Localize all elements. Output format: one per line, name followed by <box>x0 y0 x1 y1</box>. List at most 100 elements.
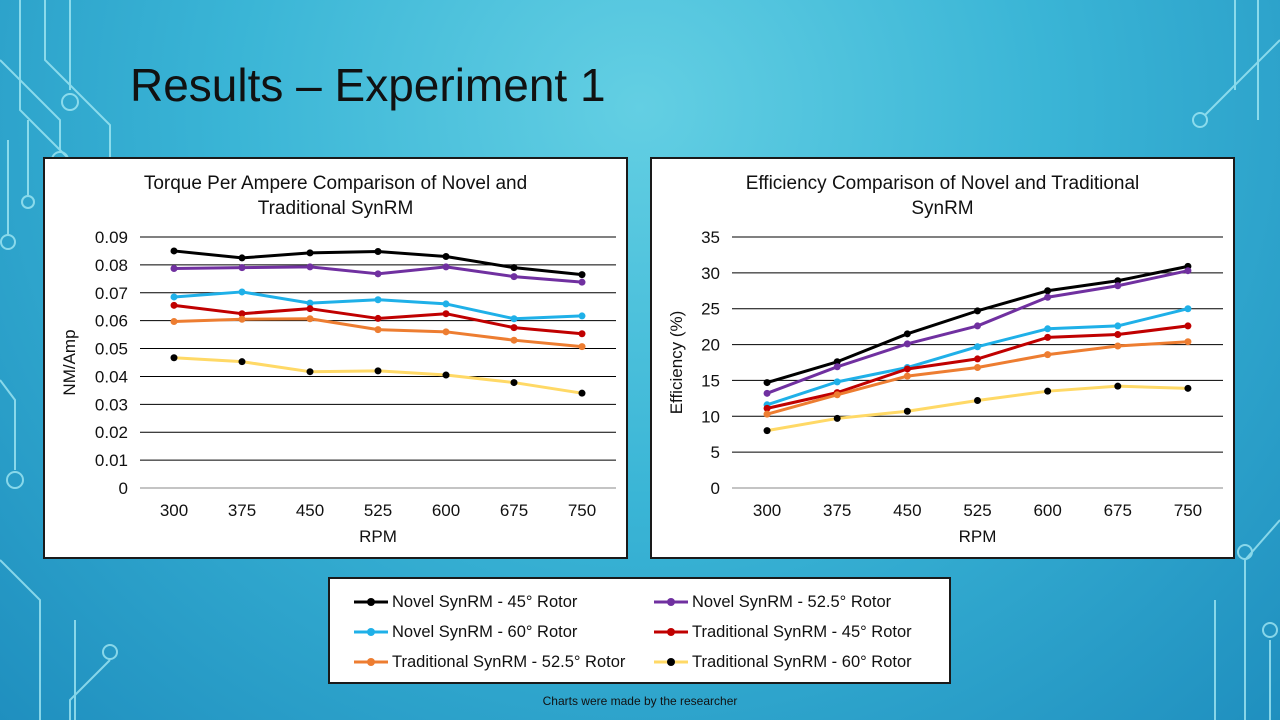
legend-swatch-icon <box>354 658 388 666</box>
torque-data-point <box>374 326 382 334</box>
efficiency-y-ticks: 0 5 10 15 20 25 30 35 <box>701 228 720 498</box>
torque-y-tick-label: 0 <box>119 479 128 498</box>
legend-swatch-icon <box>354 628 388 636</box>
torque-data-point <box>306 368 314 376</box>
efficiency-data-point <box>974 307 981 315</box>
efficiency-chart: 0 5 10 15 20 25 30 35 300 375 450 525 600 675 750 RPM Ef… <box>667 228 1223 546</box>
torque-data-point <box>442 310 450 318</box>
torque-data-point <box>510 315 518 323</box>
efficiency-y-tick-label: 20 <box>701 336 720 355</box>
efficiency-data-point <box>763 427 771 435</box>
efficiency-x-axis-label: RPM <box>959 527 997 546</box>
efficiency-data-point <box>1044 325 1052 333</box>
torque-data-point <box>170 354 178 362</box>
legend-item-novel-synrm-60-rotor: Novel SynRM - 60° Rotor <box>352 619 577 645</box>
torque-data-point <box>170 265 178 273</box>
slide-title: Results – Experiment 1 <box>130 59 606 111</box>
chart-legend: Novel SynRM - 45° Rotor Novel SynRM - 52.… <box>328 577 951 684</box>
torque-series-traditional-synrm-45-rotor <box>170 301 586 338</box>
torque-y-tick-label: 0.08 <box>95 256 128 275</box>
efficiency-chart-title: Efficiency Comparison of Novel and Tradi… <box>692 171 1193 221</box>
efficiency-x-tick-label: 450 <box>893 501 921 520</box>
torque-data-point <box>442 253 450 261</box>
torque-y-tick-label: 0.06 <box>95 312 128 331</box>
torque-data-point <box>306 249 314 257</box>
efficiency-data-point <box>1044 333 1052 341</box>
efficiency-data-point <box>974 364 981 372</box>
torque-data-point <box>442 300 450 308</box>
torque-data-point <box>510 379 518 387</box>
efficiency-y-tick-label: 5 <box>711 443 720 462</box>
torque-data-point <box>238 358 246 366</box>
torque-data-point <box>238 264 246 272</box>
efficiency-y-tick-label: 35 <box>701 228 720 247</box>
legend-label: Novel SynRM - 60° Rotor <box>392 622 578 641</box>
torque-x-ticks: 300 375 450 525 600 675 750 <box>160 501 596 520</box>
torque-data-point <box>374 296 382 304</box>
efficiency-series-traditional-synrm-60-rotor <box>763 382 1192 435</box>
torque-data-point <box>238 310 246 318</box>
efficiency-series-line <box>766 269 1189 395</box>
efficiency-data-point <box>1044 287 1052 295</box>
legend-swatch-icon <box>654 598 688 606</box>
torque-data-point <box>374 367 382 375</box>
efficiency-series-novel-synrm-52-5-rotor <box>763 267 1192 397</box>
torque-series-novel-synrm-52-5-rotor <box>170 263 586 286</box>
torque-x-tick-label: 525 <box>364 501 392 520</box>
torque-data-point <box>238 254 246 262</box>
efficiency-data-point <box>833 378 841 386</box>
efficiency-data-point <box>903 365 911 373</box>
torque-data-point <box>510 324 518 332</box>
torque-y-axis-label: NM/Amp <box>60 329 79 395</box>
torque-data-point <box>306 263 314 271</box>
legend-label: Novel SynRM - 52.5° Rotor <box>692 592 892 611</box>
legend-swatch-marker <box>667 658 675 666</box>
torque-chart-panel: Torque Per Ampere Comparison of Novel an… <box>43 157 628 559</box>
torque-chart-title: Torque Per Ampere Comparison of Novel an… <box>85 171 586 221</box>
legend-swatch-icon <box>654 628 688 636</box>
efficiency-data-point <box>974 355 981 363</box>
efficiency-data-point <box>1184 267 1192 275</box>
efficiency-data-point <box>763 404 771 412</box>
efficiency-data-point <box>1114 282 1122 290</box>
torque-x-tick-label: 375 <box>228 501 256 520</box>
torque-data-point <box>374 248 382 256</box>
efficiency-x-tick-label: 525 <box>963 501 991 520</box>
torque-series-novel-synrm-60-rotor <box>170 288 586 323</box>
legend-swatch-icon <box>354 598 388 606</box>
legend-item-novel-synrm-45-rotor: Novel SynRM - 45° Rotor <box>352 589 577 615</box>
torque-data-point <box>578 343 586 351</box>
torque-series-line <box>173 290 583 321</box>
torque-data-point <box>306 305 314 313</box>
torque-y-ticks: 0 0.01 0.02 0.03 0.04 0.05 0.06 0.07 0.08 0.09 <box>95 228 128 498</box>
legend-swatch-marker <box>667 598 675 606</box>
torque-x-tick-label: 750 <box>568 501 596 520</box>
torque-data-point <box>170 301 178 309</box>
torque-y-tick-label: 0.07 <box>95 284 128 303</box>
efficiency-x-ticks: 300 375 450 525 600 675 750 <box>753 501 1202 520</box>
efficiency-data-point <box>1114 277 1122 285</box>
torque-chart: 0 0.01 0.02 0.03 0.04 0.05 0.06 0.07 0.08 0.09 300… <box>60 228 616 546</box>
efficiency-x-tick-label: 750 <box>1174 501 1202 520</box>
torque-y-tick-label: 0.01 <box>95 451 128 470</box>
legend-label: Traditional SynRM - 60° Rotor <box>692 652 912 671</box>
legend-item-traditional-synrm-45-rotor: Traditional SynRM - 45° Rotor <box>652 619 912 645</box>
torque-data-point <box>578 278 586 286</box>
efficiency-y-tick-label: 0 <box>711 479 720 498</box>
legend-swatch-marker <box>367 628 375 636</box>
legend-label: Traditional SynRM - 52.5° Rotor <box>392 652 626 671</box>
torque-x-axis-label: RPM <box>359 527 397 546</box>
torque-x-tick-label: 600 <box>432 501 460 520</box>
efficiency-data-point <box>974 343 981 351</box>
efficiency-x-tick-label: 300 <box>753 501 781 520</box>
efficiency-data-point <box>833 391 841 399</box>
efficiency-data-point <box>903 372 911 380</box>
efficiency-data-point <box>974 322 981 330</box>
torque-data-point <box>578 389 586 397</box>
efficiency-chart-title-line-1: Efficiency Comparison of Novel and Tradi… <box>745 173 1140 194</box>
efficiency-data-point <box>833 358 841 366</box>
efficiency-data-point <box>833 363 841 371</box>
efficiency-data-point <box>763 410 771 418</box>
legend-swatch-marker <box>367 598 375 606</box>
